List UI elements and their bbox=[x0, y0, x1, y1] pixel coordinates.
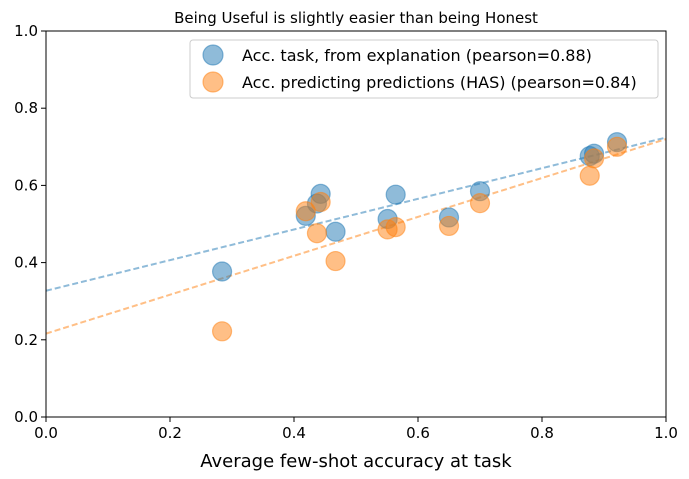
y-tick-label: 0.4 bbox=[14, 254, 38, 272]
data-point-series-1 bbox=[211, 261, 233, 282]
legend-box bbox=[189, 39, 659, 99]
data-point-series-2 bbox=[606, 136, 628, 157]
data-point-series-2 bbox=[325, 250, 346, 272]
trend-line-series-2 bbox=[45, 138, 667, 335]
data-point-series-2 bbox=[385, 216, 406, 238]
x-tick-label: 0.4 bbox=[282, 424, 306, 442]
y-tick-label: 0.0 bbox=[14, 408, 38, 426]
x-tick-label: 0.2 bbox=[158, 424, 182, 442]
x-tick-label: 0.0 bbox=[34, 424, 58, 442]
data-point-series-2 bbox=[295, 201, 316, 222]
axis-ticks: 0.0 0.2 0.4 0.6 0.8 1.0 0.0 0.2 0.4 0.6 0.8 1.0 bbox=[14, 22, 678, 442]
data-point-series-2 bbox=[310, 191, 331, 213]
legend: Acc. task, from explanation (pearson=0.8… bbox=[189, 39, 659, 99]
data-point-series-2 bbox=[469, 193, 491, 214]
x-tick-label: 1.0 bbox=[654, 424, 678, 442]
data-point-series-2 bbox=[583, 148, 605, 169]
plot-area bbox=[45, 132, 667, 342]
chart-title: Being Useful is slightly easier than bei… bbox=[174, 9, 538, 27]
y-tick-label: 1.0 bbox=[14, 22, 38, 40]
plot-frame bbox=[45, 30, 667, 418]
data-point-series-1 bbox=[385, 184, 406, 205]
data-point-series-1 bbox=[325, 221, 346, 242]
legend-marker-series-1 bbox=[202, 44, 224, 66]
y-tick-label: 0.6 bbox=[14, 176, 38, 194]
trend-line-series-1 bbox=[45, 136, 667, 292]
data-point-series-2 bbox=[306, 223, 328, 244]
x-tick-label: 0.8 bbox=[530, 424, 554, 442]
y-tick-label: 0.8 bbox=[14, 99, 38, 117]
data-point-series-2 bbox=[211, 321, 233, 342]
x-axis-title: Average few-shot accuracy at task bbox=[200, 451, 512, 472]
legend-label-series-2: Acc. predicting predictions (HAS) (pears… bbox=[242, 73, 637, 92]
data-point-series-2 bbox=[579, 165, 600, 186]
data-point-series-2 bbox=[438, 215, 460, 237]
x-tick-label: 0.6 bbox=[406, 424, 430, 442]
legend-label-series-1: Acc. task, from explanation (pearson=0.8… bbox=[242, 46, 592, 65]
legend-marker-series-2 bbox=[202, 71, 224, 93]
y-tick-label: 0.2 bbox=[14, 331, 38, 349]
